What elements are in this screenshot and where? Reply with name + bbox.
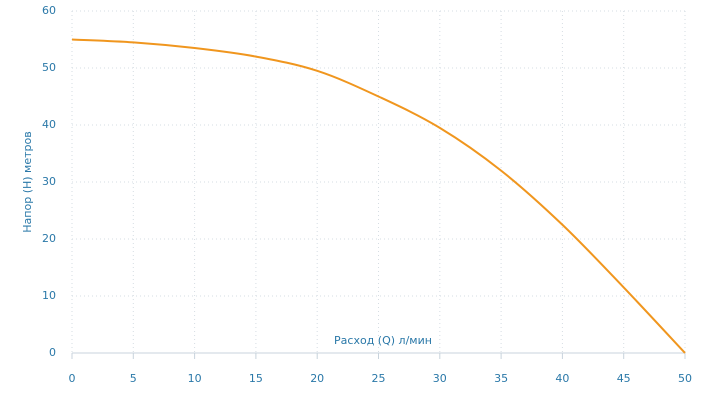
y-tick-label: 30: [42, 175, 56, 188]
curve: [71, 38, 686, 354]
x-tick-label: 50: [678, 372, 692, 385]
x-tick-label: 5: [130, 372, 137, 385]
y-tick-label: 60: [42, 4, 56, 17]
y-axis-label: Напор (H) метров: [21, 131, 34, 232]
y-tick-label: 20: [42, 232, 56, 245]
y-tick-label: 10: [42, 289, 56, 302]
y-tick-label: 50: [42, 61, 56, 74]
x-tick-label: 25: [372, 372, 386, 385]
x-tick-label: 40: [555, 372, 569, 385]
x-tick-label: 35: [494, 372, 508, 385]
y-tick-label: 0: [49, 346, 56, 359]
x-tick-label: 15: [249, 372, 263, 385]
x-tick-label: 10: [188, 372, 202, 385]
x-tick-label: 45: [617, 372, 631, 385]
x-tick-label: 30: [433, 372, 447, 385]
x-axis-label: Расход (Q) л/мин: [334, 334, 432, 347]
y-tick-label: 40: [42, 118, 56, 131]
x-tick-label: 20: [310, 372, 324, 385]
x-tick-label: 0: [69, 372, 76, 385]
